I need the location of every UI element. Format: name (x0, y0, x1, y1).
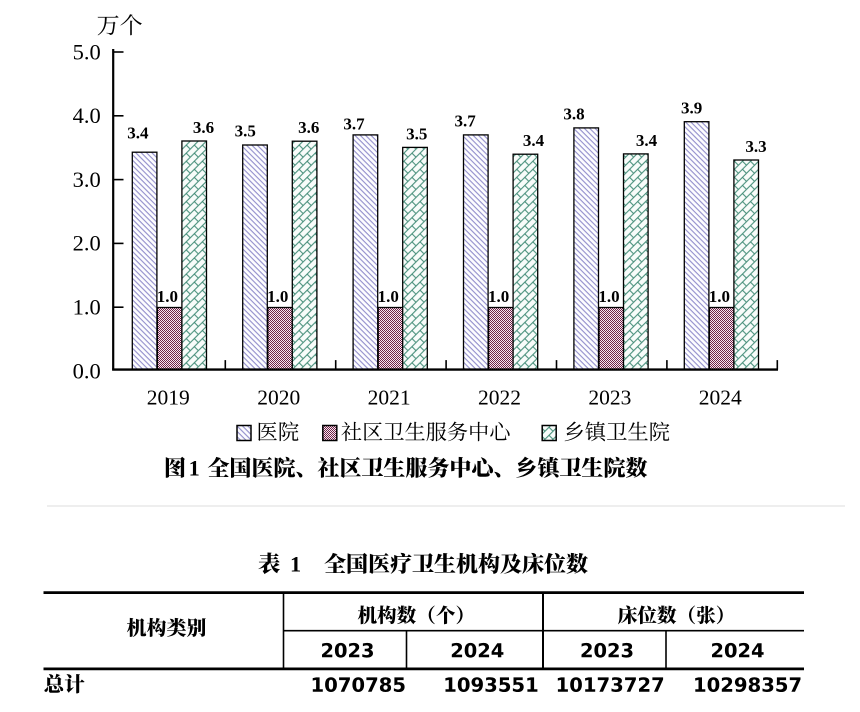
svg-text:2019: 2019 (147, 385, 190, 409)
svg-text:1.0: 1.0 (709, 287, 730, 306)
svg-text:2021: 2021 (368, 385, 411, 409)
svg-text:2024: 2024 (699, 385, 742, 409)
svg-text:2022: 2022 (478, 385, 521, 409)
svg-text:3.3: 3.3 (745, 137, 766, 156)
svg-text:1.0: 1.0 (157, 287, 178, 306)
svg-text:1.0: 1.0 (598, 287, 619, 306)
svg-text:3.6: 3.6 (193, 118, 214, 137)
svg-text:2023: 2023 (588, 385, 631, 409)
svg-text:1.0: 1.0 (267, 287, 288, 306)
svg-text:1: 1 (290, 552, 301, 577)
svg-text:4.0: 4.0 (73, 103, 101, 128)
svg-text:2020: 2020 (257, 385, 300, 409)
svg-text:3.4: 3.4 (523, 131, 545, 150)
svg-text:3.9: 3.9 (681, 99, 702, 118)
svg-text:1: 1 (189, 456, 200, 481)
svg-text:1.0: 1.0 (73, 295, 101, 320)
svg-text:3.6: 3.6 (298, 118, 319, 137)
svg-text:3.4: 3.4 (636, 131, 658, 150)
svg-text:3.7: 3.7 (454, 111, 476, 130)
svg-text:3.4: 3.4 (127, 123, 149, 142)
svg-text:3.5: 3.5 (406, 124, 427, 143)
svg-text:3.7: 3.7 (343, 114, 365, 133)
svg-text:3.5: 3.5 (235, 122, 256, 141)
svg-text:1.0: 1.0 (378, 287, 399, 306)
svg-text:0.0: 0.0 (73, 358, 101, 383)
svg-text:1.0: 1.0 (488, 287, 509, 306)
svg-text:2.0: 2.0 (73, 231, 101, 256)
svg-text:5.0: 5.0 (73, 39, 101, 64)
svg-text:3.0: 3.0 (73, 167, 101, 192)
svg-text:3.8: 3.8 (563, 105, 584, 124)
